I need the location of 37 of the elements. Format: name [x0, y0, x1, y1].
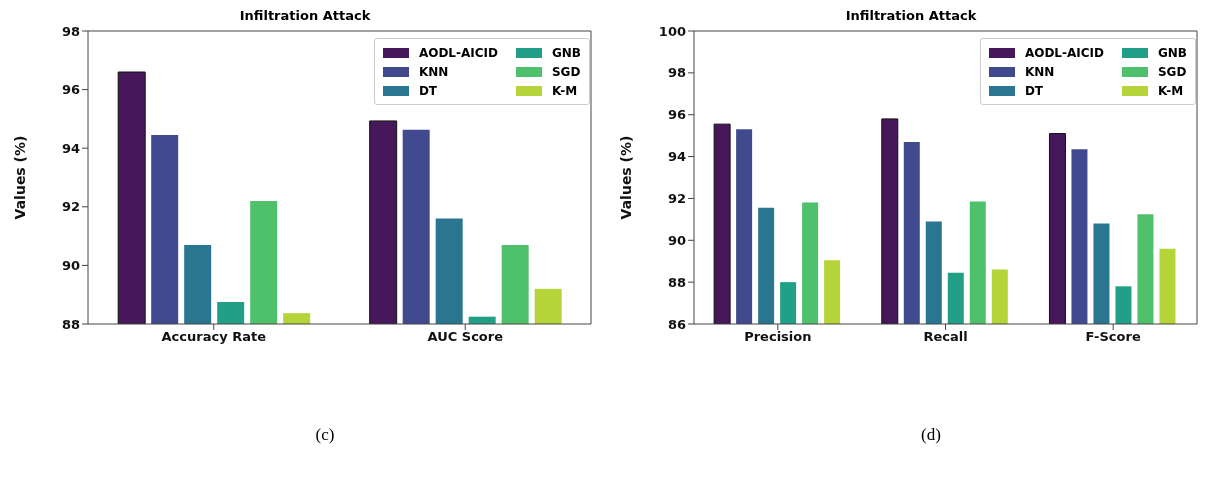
- legend-label: KNN: [418, 64, 449, 79]
- legend-label: SGD: [1157, 64, 1187, 79]
- legend-label: AODL-AICID: [418, 45, 498, 60]
- y-tick-label: 96: [667, 107, 686, 123]
- y-tick-label: 88: [667, 274, 686, 290]
- y-tick-label: 92: [61, 199, 80, 215]
- x-tick-label: AUC Score: [427, 329, 504, 345]
- y-tick-label: 100: [658, 23, 686, 39]
- x-tick-label: Precision: [744, 329, 812, 345]
- y-tick-label: 98: [667, 65, 686, 81]
- chart-title: Infiltration Attack: [845, 8, 977, 23]
- legend-label: DT: [1024, 83, 1044, 98]
- legend-label: AODL-AICID: [1024, 45, 1104, 60]
- legend-label: SGD: [551, 64, 581, 79]
- legend-label: GNB: [1157, 45, 1187, 60]
- legend-label: K-M: [1157, 83, 1184, 98]
- x-tick-label: Recall: [923, 329, 968, 345]
- legend-label: DT: [418, 83, 438, 98]
- chart-title: Infiltration Attack: [239, 8, 371, 23]
- y-tick-label: 86: [667, 316, 686, 332]
- y-tick-label: 90: [667, 232, 686, 248]
- legend-label: KNN: [1024, 64, 1055, 79]
- y-tick-label: 90: [61, 258, 80, 274]
- y-tick-label: 94: [667, 149, 686, 165]
- x-tick-label: Accuracy Rate: [161, 329, 267, 345]
- y-axis-title: Values (%): [617, 135, 634, 220]
- legend-label: K-M: [551, 83, 578, 98]
- y-tick-label: 88: [61, 316, 80, 332]
- y-axis-title: Values (%): [11, 135, 28, 220]
- y-tick-label: 92: [667, 191, 686, 207]
- text: (c): [314, 425, 336, 445]
- y-tick-label: 96: [61, 82, 80, 98]
- y-tick-label: 98: [61, 23, 80, 39]
- x-tick-label: F-Score: [1085, 329, 1141, 345]
- y-tick-label: 94: [61, 140, 80, 156]
- legend-label: GNB: [551, 45, 581, 60]
- text: (d): [920, 425, 942, 445]
